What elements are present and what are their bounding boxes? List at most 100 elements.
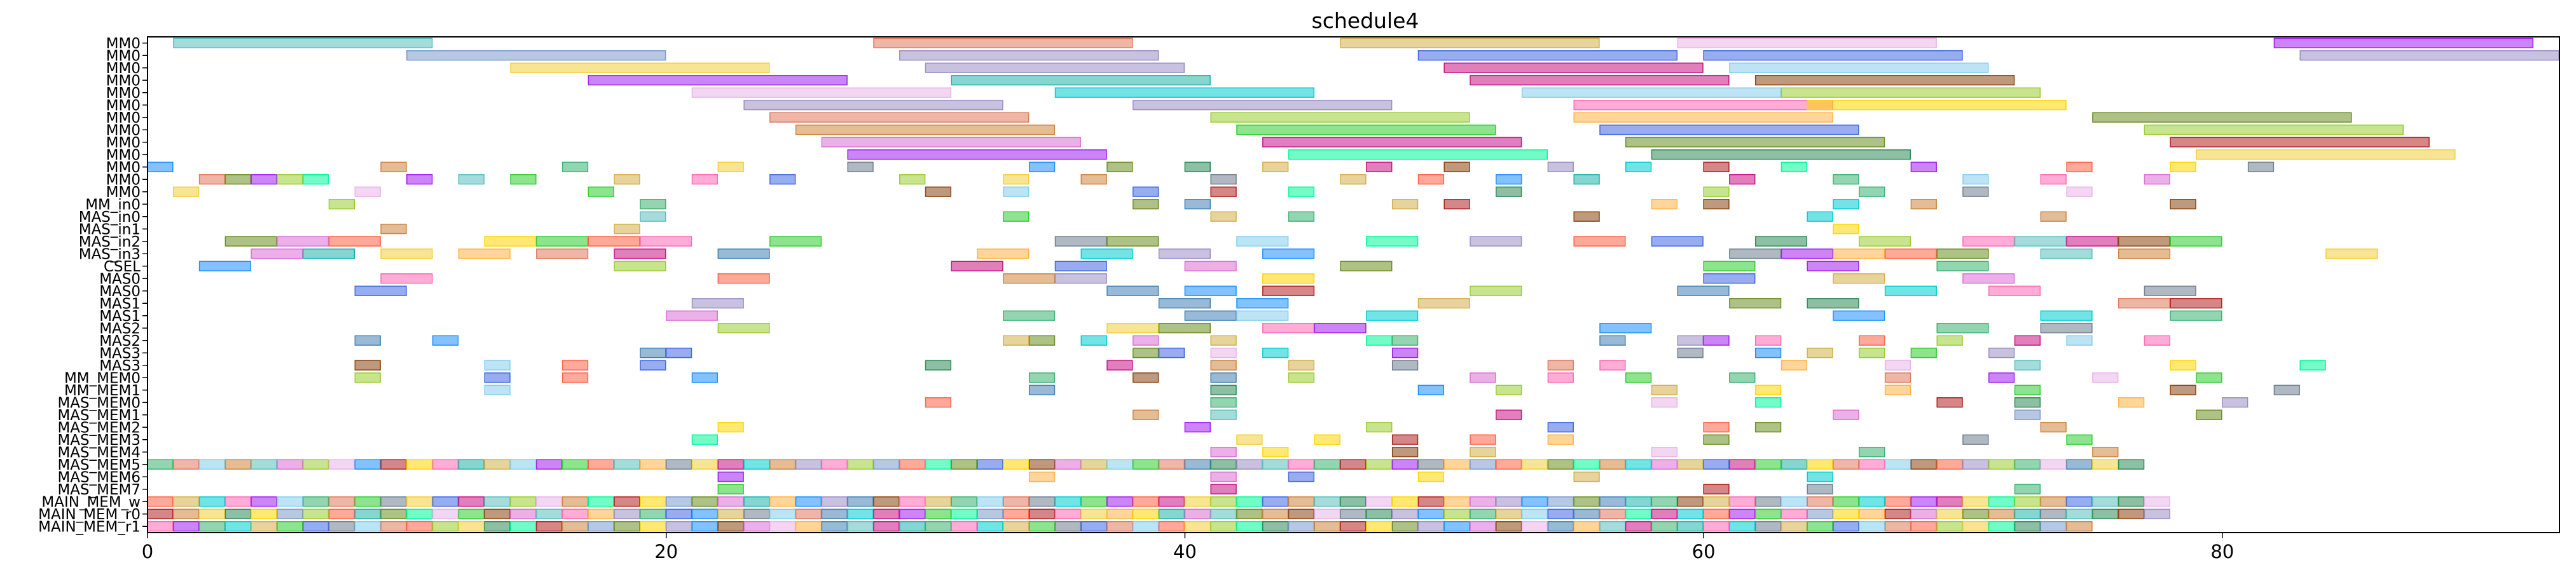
task-bar [717,273,770,284]
task-bar [147,508,174,519]
task-bar [2066,236,2119,247]
task-bar [1703,496,1730,507]
task-bar [1210,521,1237,532]
task-bar [1651,199,1678,210]
task-bar [1677,348,1704,358]
task-bar [1470,459,1496,470]
task-bar [1807,298,1859,309]
task-bar [1807,211,1833,222]
task-bar [1729,372,1756,383]
task-bar [1470,372,1496,383]
task-bar [1470,508,1496,519]
task-bar [1417,496,1445,507]
task-bar [354,335,381,346]
task-bar [640,360,666,371]
task-bar [717,422,744,433]
y-tick-label: MAS3 [99,358,141,374]
task-bar [769,496,796,507]
task-bar [147,496,174,507]
task-bar [1988,508,2015,519]
task-bar [458,508,485,519]
task-bar [1936,508,1963,519]
task-bar [2092,496,2119,507]
task-bar [1859,236,1911,247]
task-bar [2247,161,2275,172]
task-bar [1780,459,1808,470]
y-tick-label: MM0 [106,48,141,64]
task-bar [1599,360,1626,371]
task-bar [1625,521,1652,532]
task-bar [147,459,174,470]
task-bar [1133,348,1159,358]
task-bar [328,508,355,519]
task-bar [1573,236,1626,247]
task-bar [1703,335,1730,346]
task-bar [1962,236,2015,247]
task-bar [1470,447,1496,458]
task-bar [1625,496,1652,507]
task-bar [1833,199,1859,210]
y-tick-label: MM0 [106,160,141,176]
task-bar [1184,422,1211,433]
task-bar [1443,62,1704,73]
task-bar [1780,496,1808,507]
y-tick-label: MAS2 [99,333,141,350]
task-bar [2196,149,2456,160]
task-bar [1417,508,1445,519]
task-bar [536,459,563,470]
task-bar [1780,161,1808,172]
task-bar [1340,261,1393,271]
task-bar [1859,459,1885,470]
task-bar [1288,186,1315,197]
y-tick-label: MM0 [106,135,141,151]
task-bar [1573,100,1833,111]
task-bar [717,508,744,519]
task-bar [1262,348,1289,358]
task-bar [614,496,640,507]
task-bar [2118,298,2171,309]
task-bar [1054,459,1082,470]
task-bar [1210,360,1237,371]
task-bar [1262,285,1315,296]
task-bar [1391,199,1419,210]
task-bar [1054,508,1082,519]
task-bar [795,125,1056,135]
task-bar [536,508,563,519]
task-bar [1729,459,1756,470]
task-bar [1780,249,1833,259]
task-bar [432,335,459,346]
task-bar [1547,360,1574,371]
task-bar [1288,459,1315,470]
task-bar [1184,521,1211,532]
task-bar [1443,496,1470,507]
task-bar [1210,447,1237,458]
task-bar [665,521,692,532]
task-bar [1003,310,1056,321]
y-tick-label: MAS_MEM6 [57,469,141,486]
y-tick-label: MAS_MEM1 [57,407,141,424]
task-bar [1573,496,1600,507]
task-bar [1859,447,1885,458]
task-bar [640,521,666,532]
task-bar [1366,496,1393,507]
task-bar [1884,372,1911,383]
task-bar [1884,521,1911,532]
y-tick-label: MM_MEM1 [64,383,141,399]
task-bar [1391,447,1419,458]
task-bar [561,508,589,519]
task-bar [1080,249,1133,259]
y-tick-label: MM0 [106,36,141,52]
task-bar [743,521,770,532]
task-bar [769,112,1030,123]
task-bar [1210,496,1237,507]
task-bar [198,496,226,507]
task-bar [795,459,822,470]
task-bar [1547,422,1574,433]
task-bar [1677,285,1730,296]
task-bar [1807,459,1833,470]
task-bar [1391,434,1419,445]
y-tick-label: CSEL [104,259,141,275]
task-bar [1677,37,1937,48]
y-tick-label: MM0 [106,85,141,102]
task-bar [1625,372,1652,383]
